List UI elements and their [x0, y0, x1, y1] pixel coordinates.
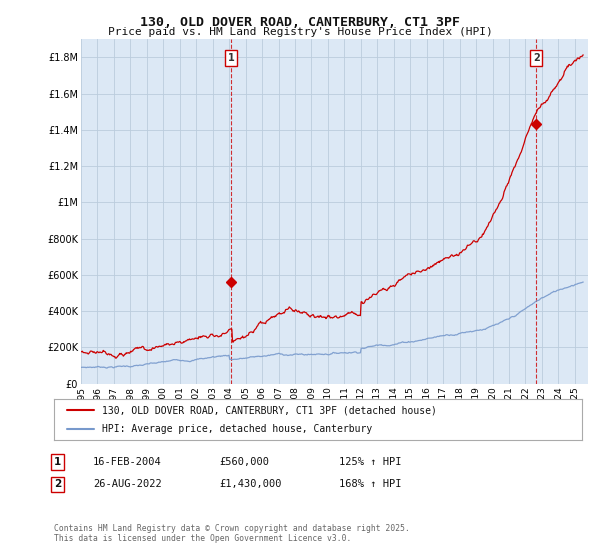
Text: £560,000: £560,000 [219, 457, 269, 467]
Text: 2: 2 [533, 53, 539, 63]
Text: 16-FEB-2004: 16-FEB-2004 [93, 457, 162, 467]
Text: £1,430,000: £1,430,000 [219, 479, 281, 489]
Text: 168% ↑ HPI: 168% ↑ HPI [339, 479, 401, 489]
Text: HPI: Average price, detached house, Canterbury: HPI: Average price, detached house, Cant… [101, 424, 372, 433]
Text: 26-AUG-2022: 26-AUG-2022 [93, 479, 162, 489]
Text: 2: 2 [54, 479, 61, 489]
Text: 130, OLD DOVER ROAD, CANTERBURY, CT1 3PF: 130, OLD DOVER ROAD, CANTERBURY, CT1 3PF [140, 16, 460, 29]
Text: Price paid vs. HM Land Registry's House Price Index (HPI): Price paid vs. HM Land Registry's House … [107, 27, 493, 37]
Text: 125% ↑ HPI: 125% ↑ HPI [339, 457, 401, 467]
Text: Contains HM Land Registry data © Crown copyright and database right 2025.
This d: Contains HM Land Registry data © Crown c… [54, 524, 410, 543]
Text: 1: 1 [228, 53, 235, 63]
Text: 130, OLD DOVER ROAD, CANTERBURY, CT1 3PF (detached house): 130, OLD DOVER ROAD, CANTERBURY, CT1 3PF… [101, 405, 436, 415]
Text: 1: 1 [54, 457, 61, 467]
